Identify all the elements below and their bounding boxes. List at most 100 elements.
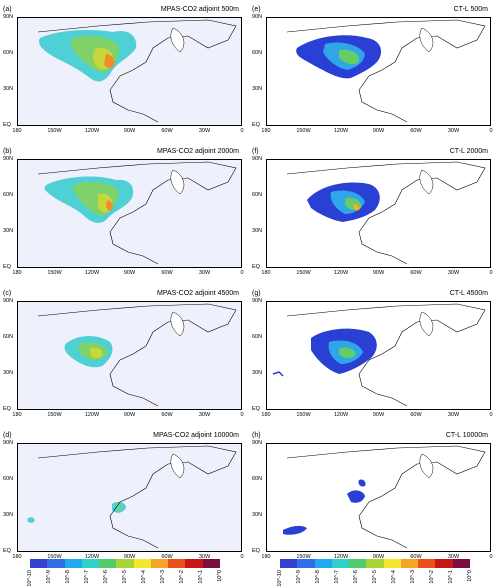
lon-tick-label: 150W xyxy=(296,412,311,418)
map-svg xyxy=(18,160,241,267)
lat-tick-label: 30N xyxy=(3,86,14,92)
map xyxy=(17,443,242,552)
lon-tick-label: 180 xyxy=(261,128,271,134)
lat-tick-label: EQ xyxy=(252,406,260,412)
colorbar-segment xyxy=(400,559,419,568)
lat-tick-label: 30N xyxy=(3,228,14,234)
lon-tick-label: 30W xyxy=(447,412,460,418)
colorbar-tick-label: 10^0 xyxy=(467,570,473,582)
lat-tick-label: 60N xyxy=(3,334,14,340)
lon-tick-label: 180 xyxy=(12,270,22,276)
lat-tick-label: 90N xyxy=(252,156,263,162)
panel-title: CT-L 10000m xyxy=(445,432,488,439)
lon-tick-label: 0 xyxy=(489,270,493,276)
lon-tick-label: 30W xyxy=(198,128,211,134)
lat-tick-label: 30N xyxy=(3,512,14,518)
lon-tick-label: 0 xyxy=(489,412,493,418)
lon-tick-label: 60W xyxy=(410,412,422,418)
lon-tick-label: 180 xyxy=(12,554,22,560)
colorbar-tick-label: 10^-2 xyxy=(429,570,435,584)
lat-tick-label: 60N xyxy=(252,192,263,198)
map xyxy=(266,17,491,126)
panel-g: (g) CT-L 4500m xyxy=(252,287,491,411)
colorbar-tick-label: 10^-7 xyxy=(84,570,90,584)
colorbar-tick-label: 10^-8 xyxy=(65,570,71,584)
lat-tick-label: EQ xyxy=(252,264,260,270)
lat-tick-label: 90N xyxy=(3,440,14,446)
lat-tick-label: EQ xyxy=(3,264,11,270)
panel-title: MPAS-CO2 adjoint 2000m xyxy=(157,148,239,155)
lat-tick-label: 90N xyxy=(3,298,14,304)
colorbar-segment xyxy=(349,559,367,568)
colorbar-segment xyxy=(452,559,471,568)
panel-label: (c) xyxy=(3,290,12,297)
lon-tick-label: 180 xyxy=(261,270,271,276)
lat-tick-label: 30N xyxy=(252,228,263,234)
map xyxy=(17,159,242,268)
lat-tick-label: 30N xyxy=(252,86,263,92)
panel-title: MPAS-CO2 adjoint 4500m xyxy=(157,290,239,297)
lon-tick-label: 120W xyxy=(84,270,100,276)
colorbar-segment xyxy=(418,559,436,568)
lon-tick-label: 0 xyxy=(240,554,244,560)
map-svg xyxy=(267,444,490,551)
lon-tick-label: 30W xyxy=(198,554,211,560)
colorbar-tick-label: 10^-9 xyxy=(46,570,52,584)
lon-tick-label: 90W xyxy=(372,554,385,560)
lon-tick-label: 60W xyxy=(161,412,173,418)
map-svg xyxy=(267,160,490,267)
panel-label: (f) xyxy=(252,148,259,155)
lat-tick-label: 60N xyxy=(3,50,14,56)
lon-tick-label: 60W xyxy=(410,554,422,560)
colorbar-tick-label: 10^-4 xyxy=(141,570,147,584)
lon-tick-label: 30W xyxy=(447,128,460,134)
lat-tick-label: 60N xyxy=(252,334,263,340)
colorbar-tick-label: 10^-6 xyxy=(103,570,109,584)
colorbar-segment xyxy=(150,559,169,568)
panel-label: (g) xyxy=(252,290,261,297)
lon-tick-label: 150W xyxy=(296,554,311,560)
colorbar-tick-label: 10^-3 xyxy=(410,570,416,584)
lat-tick-label: EQ xyxy=(252,548,260,554)
lat-tick-label: 90N xyxy=(252,298,263,304)
lon-tick-label: 150W xyxy=(47,554,62,560)
lon-tick-label: 60W xyxy=(161,128,173,134)
lon-tick-label: 90W xyxy=(123,412,136,418)
lon-tick-label: 120W xyxy=(333,412,349,418)
lat-tick-label: 30N xyxy=(3,370,14,376)
lon-tick-label: 120W xyxy=(333,270,349,276)
lon-tick-label: 120W xyxy=(333,554,349,560)
colorbar-segment xyxy=(331,559,350,568)
panel-label: (e) xyxy=(252,6,261,13)
panel-label: (a) xyxy=(3,6,12,13)
colorbar-segment xyxy=(280,559,298,568)
colorbar-tick-label: 10^-7 xyxy=(334,570,340,584)
map-svg xyxy=(18,302,241,409)
colorbar-tick-label: 10^-5 xyxy=(372,570,378,584)
lon-tick-label: 60W xyxy=(161,270,173,276)
lat-tick-label: 90N xyxy=(3,14,14,20)
lon-tick-label: 60W xyxy=(410,128,422,134)
lon-tick-label: 30W xyxy=(198,412,211,418)
lon-tick-label: 90W xyxy=(372,270,385,276)
lon-tick-label: 180 xyxy=(261,554,271,560)
lon-tick-label: 120W xyxy=(333,128,349,134)
colorbar-tick-label: 10^0 xyxy=(217,570,223,582)
lat-tick-label: 90N xyxy=(252,440,263,446)
colorbar-tick-label: 10^-1 xyxy=(448,570,454,584)
map xyxy=(17,17,242,126)
colorbar-segment xyxy=(202,559,221,568)
panel-d: (d) MPAS-CO2 adjoint 10000m xyxy=(3,429,242,553)
colorbar-segment xyxy=(64,559,83,568)
panel-title: MPAS-CO2 adjoint 10000m xyxy=(153,432,239,439)
colorbar-segment xyxy=(81,559,100,568)
lon-tick-label: 120W xyxy=(84,412,100,418)
colorbar-segment xyxy=(168,559,186,568)
colorbar-segment xyxy=(383,559,402,568)
lon-tick-label: 90W xyxy=(372,412,385,418)
colorbar-tick-label: 10^-1 xyxy=(198,570,204,584)
map-svg xyxy=(267,302,490,409)
map-svg xyxy=(18,444,241,551)
map xyxy=(266,301,491,410)
lon-tick-label: 60W xyxy=(410,270,422,276)
